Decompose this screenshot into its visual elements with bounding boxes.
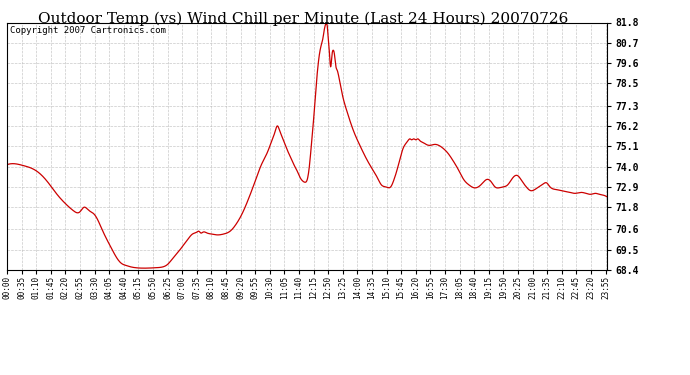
Text: Outdoor Temp (vs) Wind Chill per Minute (Last 24 Hours) 20070726: Outdoor Temp (vs) Wind Chill per Minute … [39, 11, 569, 26]
Text: Copyright 2007 Cartronics.com: Copyright 2007 Cartronics.com [10, 26, 166, 35]
